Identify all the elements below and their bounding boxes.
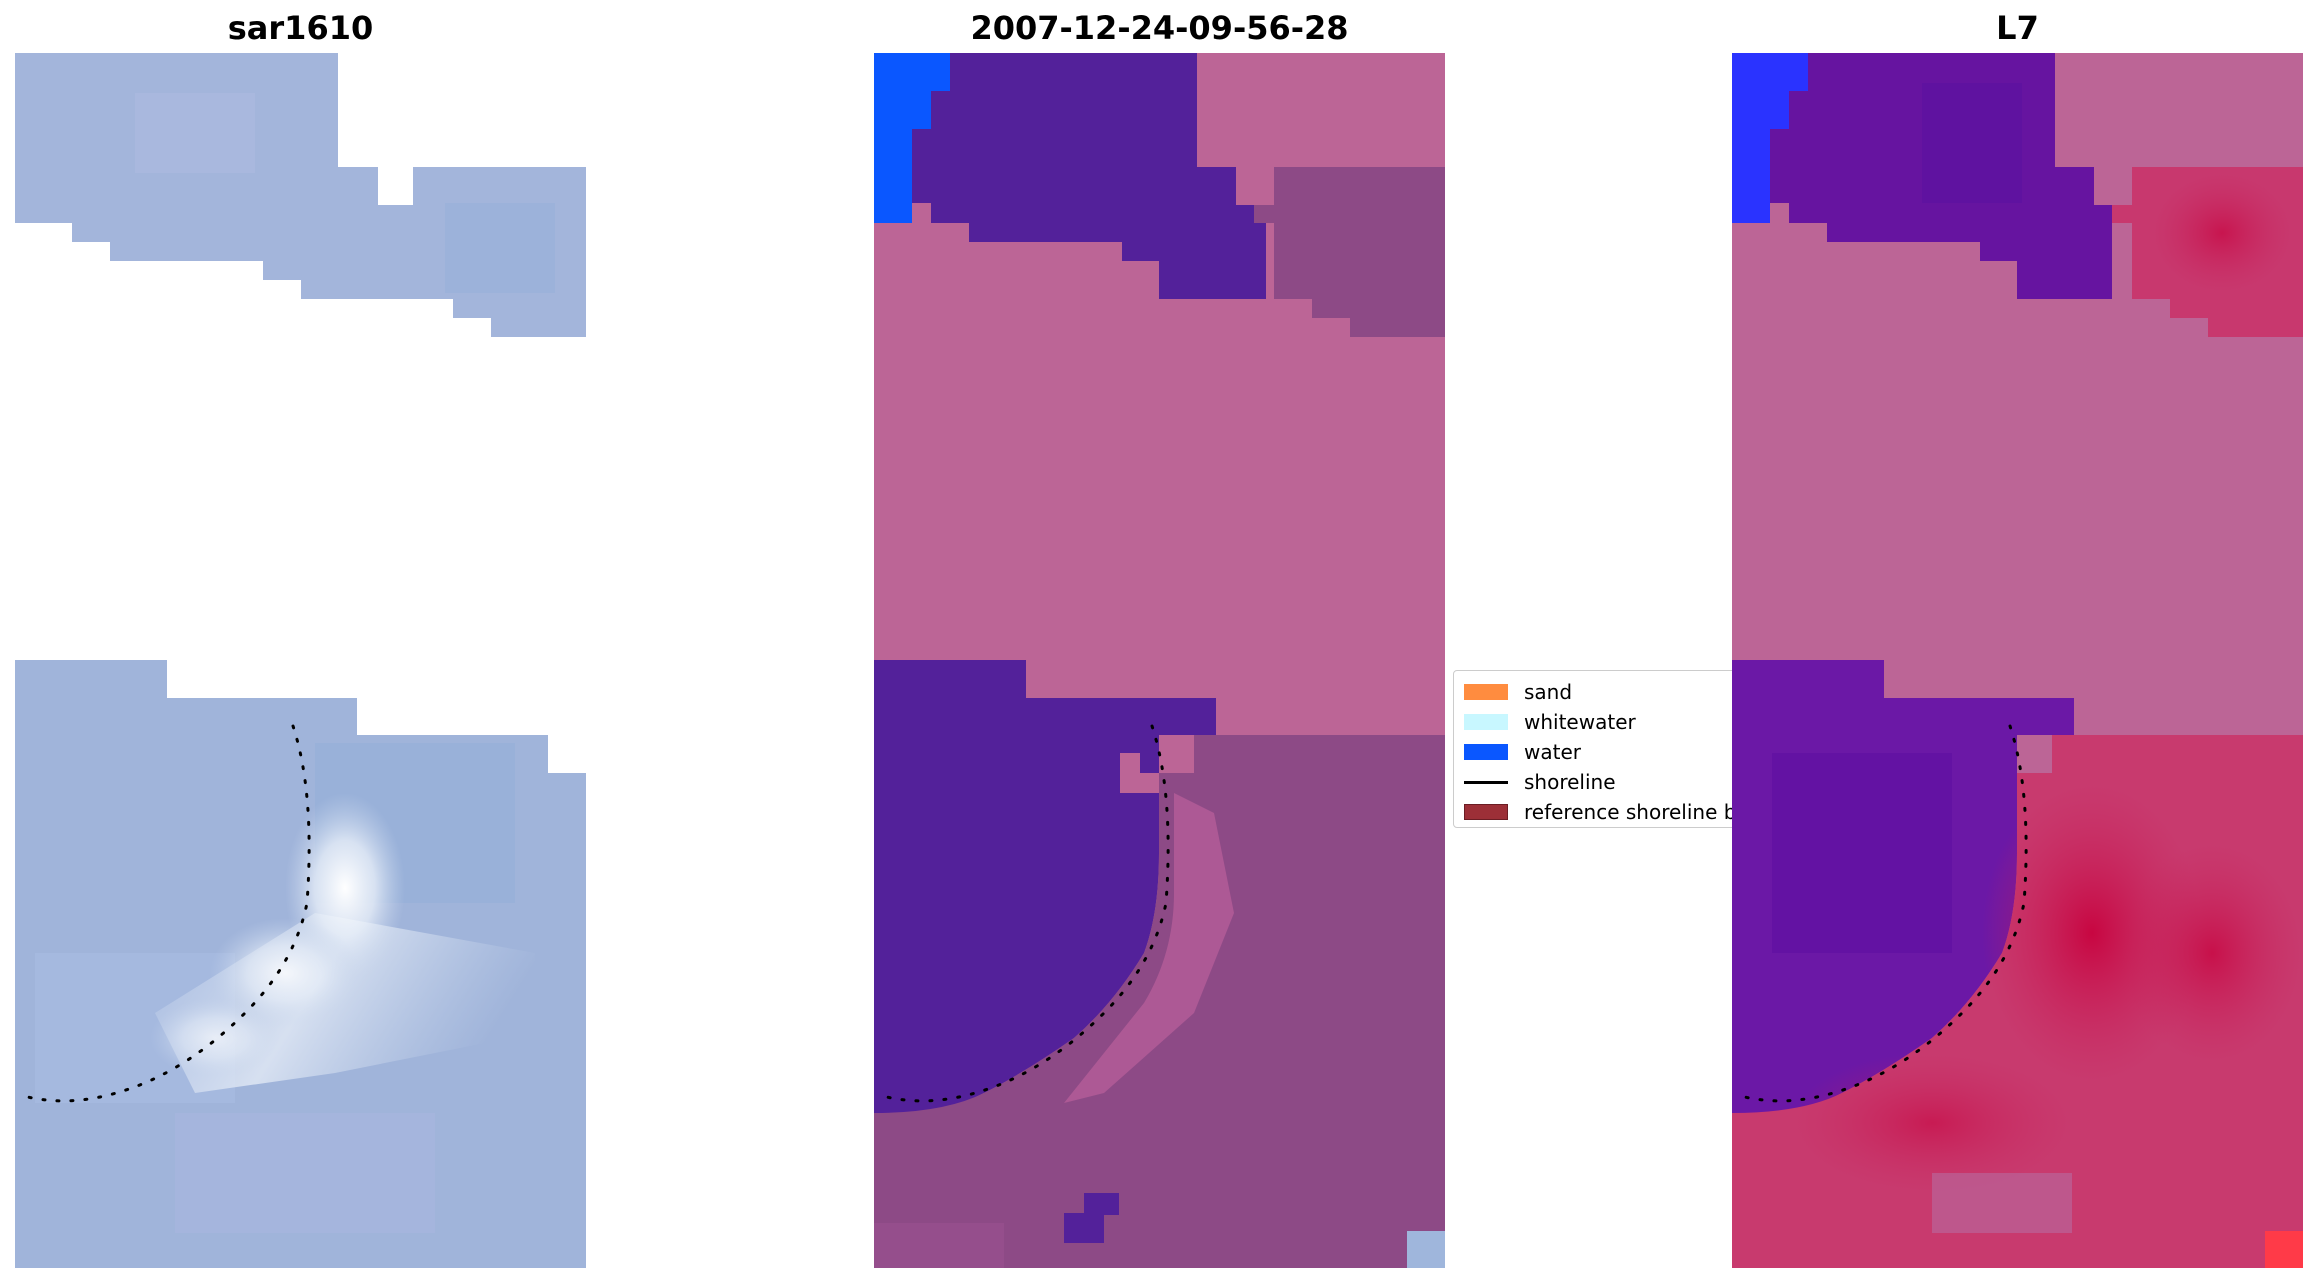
legend-swatch-water	[1464, 744, 1508, 760]
legend-item-shoreline: shoreline	[1464, 767, 1732, 797]
classified-image	[874, 53, 1445, 1268]
legend-label-sand: sand	[1524, 680, 1573, 704]
l7-image	[1732, 53, 2303, 1268]
shoreline-rgb	[18, 724, 311, 1103]
class-dark-purple-bottom	[874, 660, 1216, 1118]
l7-blue-block	[1732, 53, 1808, 223]
legend: sand whitewater water shoreline referenc…	[1453, 670, 1783, 828]
l7-red-corner	[2265, 1231, 2303, 1268]
legend-item-whitewater: whitewater	[1464, 707, 1732, 737]
rgb-image-panel	[15, 53, 586, 1268]
class-dark-blob	[1064, 1193, 1119, 1243]
class-dark-purple-top	[912, 53, 1294, 299]
rgb-top-block	[15, 53, 586, 337]
l7-image-panel	[1732, 53, 2303, 1268]
legend-swatch-reference-shoreline	[1464, 804, 1508, 820]
rgb-image	[15, 53, 586, 1268]
class-light-corner	[1407, 1231, 1445, 1268]
legend-label-water: water	[1524, 740, 1581, 764]
legend-swatch-whitewater	[1464, 714, 1508, 730]
legend-line-shoreline	[1464, 780, 1508, 784]
class-mauve-top-right	[1254, 167, 1445, 337]
legend-swatch-sand	[1464, 684, 1508, 700]
legend-item-sand: sand	[1464, 677, 1732, 707]
panel-title-classified: 2007-12-24-09-56-28	[970, 9, 1349, 47]
class-water-block	[874, 53, 950, 223]
shoreline-classified	[877, 724, 1170, 1103]
legend-item-water: water	[1464, 737, 1732, 767]
legend-item-reference-shoreline: reference shoreline buffer	[1464, 797, 1783, 827]
legend-label-whitewater: whitewater	[1524, 710, 1636, 734]
panel-title-rgb: sar1610	[227, 9, 374, 47]
legend-label-shoreline: shoreline	[1524, 770, 1616, 794]
classified-image-panel	[874, 53, 1445, 1268]
shoreline-l7	[1735, 724, 2028, 1103]
panel-title-l7: L7	[1996, 9, 2039, 47]
